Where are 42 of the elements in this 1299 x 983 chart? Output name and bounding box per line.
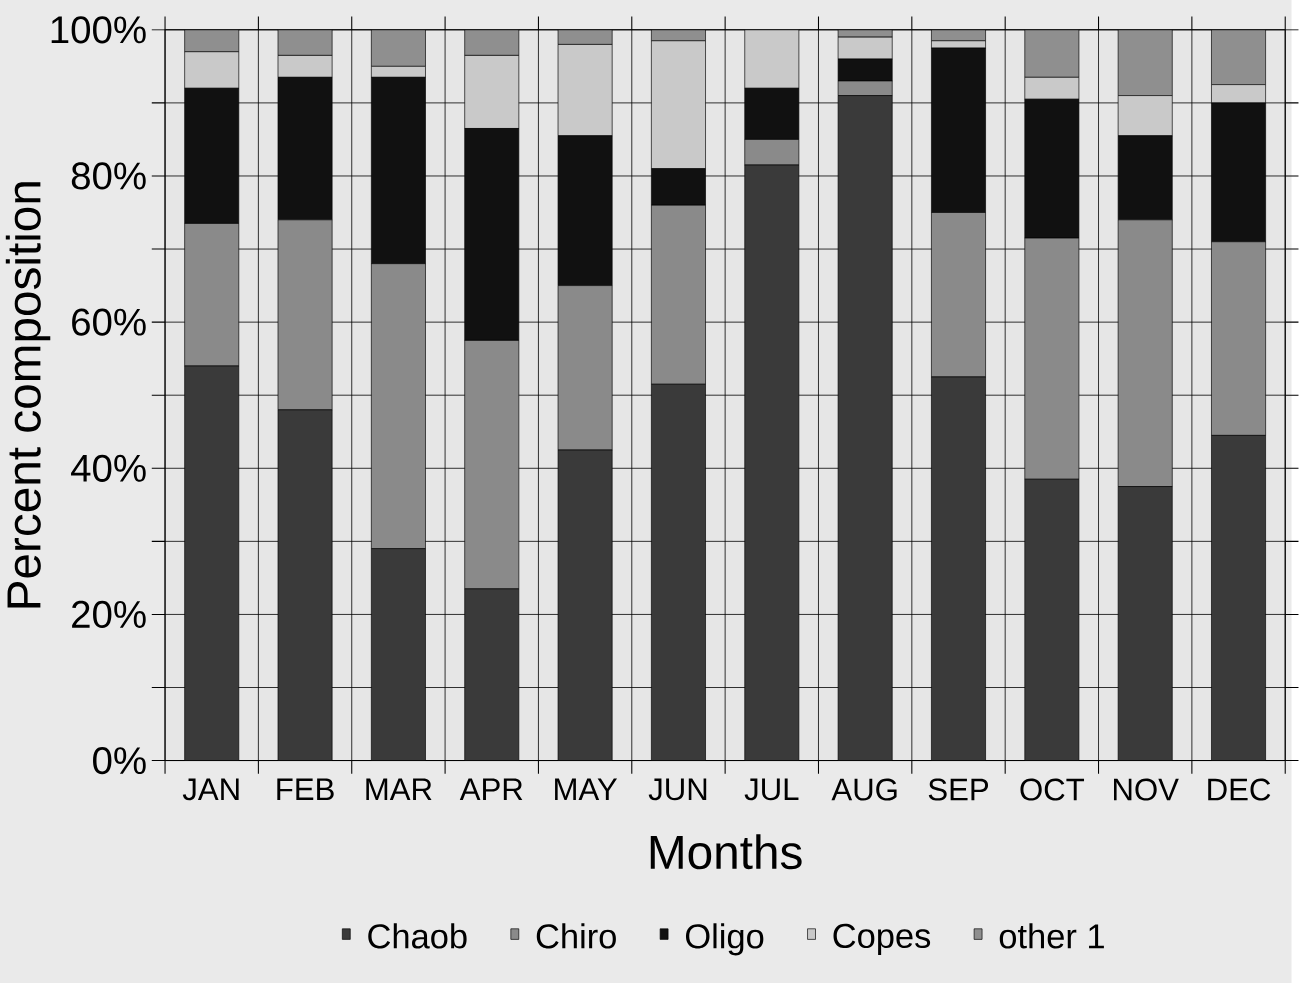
- bar: [1117, 95, 1173, 136]
- bar: [651, 40, 706, 169]
- bar: [744, 29, 800, 89]
- x-tick-label: AUG: [831, 778, 897, 801]
- bar: [464, 29, 520, 56]
- x-axis-title: Months: [650, 834, 802, 870]
- legend-label: Chaob: [368, 923, 467, 949]
- y-tick-label: 80%: [71, 162, 146, 190]
- bar: [464, 54, 520, 129]
- x-tick-label: FEB: [277, 778, 334, 800]
- bar: [184, 51, 240, 89]
- x-tick-label: JUL: [744, 778, 799, 801]
- y-tick-label: 60%: [72, 308, 146, 336]
- x-tick-label: JUN: [648, 778, 707, 801]
- bar: [371, 29, 426, 67]
- legend-label: Chiro: [536, 923, 616, 949]
- bar: [277, 29, 333, 56]
- bar: [184, 29, 240, 52]
- bar: [277, 54, 333, 78]
- y-tick-label: 20%: [72, 600, 146, 628]
- y-tick-label: 100%: [51, 16, 146, 44]
- bar: [557, 29, 613, 45]
- bar: [1211, 84, 1266, 104]
- legend-label: other 1: [999, 923, 1104, 949]
- x-tick-label: DEC: [1208, 778, 1271, 801]
- x-tick-label: NOV: [1114, 778, 1179, 801]
- x-tick-label: MAY: [555, 778, 618, 800]
- legend-label: Copes: [833, 923, 931, 955]
- x-tick-label: SEP: [928, 778, 989, 801]
- y-axis-title: Percent composition: [5, 182, 51, 608]
- bar: [557, 43, 613, 136]
- x-tick-label: MAR: [366, 778, 432, 800]
- x-tick-label: OCT: [1020, 778, 1085, 801]
- bar: [1211, 29, 1266, 85]
- bar: [1117, 29, 1173, 96]
- bar: [1024, 76, 1080, 100]
- x-tick-label: APR: [459, 778, 523, 800]
- y-tick-label: 40%: [71, 454, 146, 482]
- y-tick-label: 0%: [93, 746, 146, 775]
- bar: [1024, 29, 1080, 78]
- legend-label: Oligo: [685, 923, 764, 956]
- x-tick-label: JAN: [182, 778, 239, 801]
